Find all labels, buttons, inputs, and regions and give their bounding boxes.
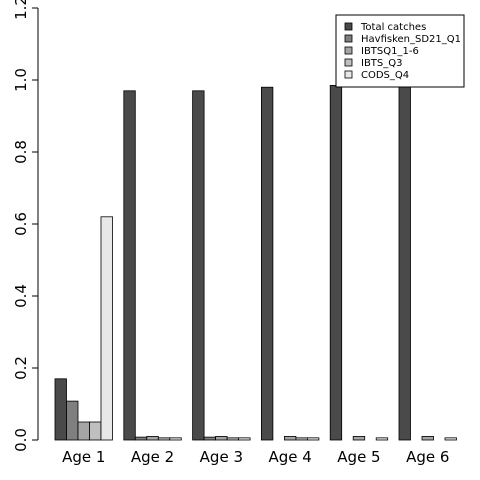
y-tick-label: 0.0	[12, 428, 30, 452]
bar-2-2	[134, 436, 148, 441]
bar-1-5	[329, 85, 343, 441]
y-axis-ticks: 0.0 0.2 0.4 0.6 0.8 1.0 1.2	[12, 0, 38, 452]
bar-2-1	[66, 400, 79, 441]
legend-swatch	[344, 46, 353, 55]
legend-label: Total catches	[360, 22, 426, 33]
bar-3-3	[215, 435, 228, 441]
bar-5-3	[238, 437, 251, 441]
legend-label: IBTSQ1_1-6	[361, 46, 419, 57]
bar-5-2	[169, 437, 182, 441]
bar-5-6	[444, 437, 457, 441]
bar-5-1	[100, 216, 113, 441]
legend-swatch	[344, 70, 353, 79]
bar-3-5	[352, 435, 366, 441]
x-axis-labels: Age 1 Age 2 Age 3 Age 4 Age 5 Age 6	[62, 448, 449, 466]
x-category-label: Age 4	[268, 448, 311, 466]
y-tick-label: 1.2	[12, 0, 30, 20]
bar-4-1	[89, 421, 102, 441]
y-tick-label: 0.8	[12, 140, 30, 164]
y-tick-label: 0.2	[12, 356, 30, 380]
bar-1-6	[398, 85, 411, 441]
bar-1-2	[123, 90, 136, 441]
bar-1-4	[260, 86, 274, 441]
bar-4-3	[226, 437, 240, 441]
x-category-label: Age 5	[337, 448, 380, 466]
legend-label: Havfisken_SD21_Q1	[361, 34, 461, 45]
legend-swatch	[344, 34, 353, 43]
bar-2-3	[203, 436, 217, 441]
legend-swatch	[344, 22, 353, 31]
bar-4-2	[157, 437, 171, 441]
legend-box	[335, 14, 465, 88]
bar-1-1	[54, 378, 67, 441]
y-tick-label: 0.6	[12, 212, 30, 236]
bars	[54, 85, 457, 441]
bar-3-2	[146, 435, 159, 441]
bar-5-5	[375, 437, 389, 441]
legend: Total catchesHavfisken_SD21_Q1IBTSQ1_1-6…	[335, 14, 465, 88]
x-category-label: Age 1	[62, 448, 105, 466]
bar-5-4	[306, 437, 320, 441]
y-tick-label: 0.4	[12, 284, 30, 308]
bar-3-4	[283, 435, 297, 441]
legend-swatch	[344, 58, 353, 67]
bar-1-3	[192, 90, 205, 441]
x-category-label: Age 6	[406, 448, 449, 466]
bar-4-4	[295, 437, 308, 441]
legend-label: IBTS_Q3	[361, 58, 403, 69]
bar-3-1	[77, 421, 90, 441]
y-tick-label: 1.0	[12, 68, 30, 92]
legend-label: CODS_Q4	[361, 70, 409, 81]
bar-3-6	[421, 435, 434, 441]
x-category-label: Age 3	[200, 448, 243, 466]
x-category-label: Age 2	[131, 448, 174, 466]
